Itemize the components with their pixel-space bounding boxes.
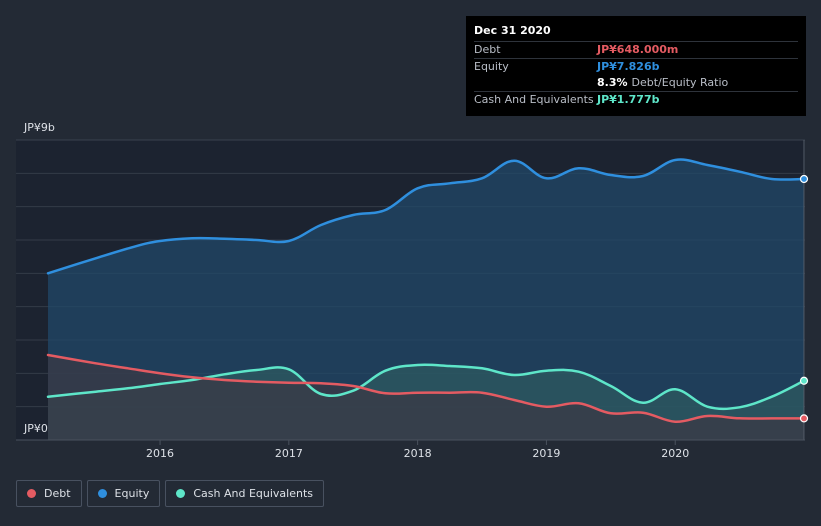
legend-equity-label: Equity [114, 487, 150, 500]
legend-cash-label: Cash And Equivalents [193, 487, 313, 500]
tooltip-row-debt: Debt JP¥648.000m [474, 41, 798, 58]
x-axis-ticks: 2016 2017 2018 2019 2020 [146, 440, 689, 460]
y-axis-top-label: JP¥9b [23, 121, 55, 134]
y-axis-bottom-label: JP¥0 [23, 422, 48, 435]
x-tick-label-2018: 2018 [404, 447, 432, 460]
equity-dot-icon [97, 489, 107, 498]
series-lines [46, 158, 806, 423]
cash-line [46, 363, 806, 411]
tooltip-ratio-value: 8.3% [597, 76, 628, 89]
tooltip-cash-label: Cash And Equivalents [474, 93, 594, 106]
equity-area [48, 159, 804, 440]
tooltip-equity-label: Equity [474, 60, 509, 73]
debt-end-marker [799, 414, 809, 423]
tooltip-cash-value: JP¥1.777b [597, 93, 660, 106]
end-markers [799, 174, 809, 423]
equity-end-marker [799, 174, 809, 184]
tooltip-row-ratio: 8.3% Debt/Equity Ratio [474, 75, 798, 91]
tooltip-ratio-spacer [474, 75, 597, 91]
cash-dot-icon [176, 489, 186, 498]
tooltip-debt-value: JP¥648.000m [597, 43, 679, 56]
debt-dot-icon [27, 489, 36, 498]
x-tick-label-2019: 2019 [532, 447, 560, 460]
tooltip-equity-value: JP¥7.826b [597, 60, 660, 73]
legend-item-debt[interactable]: Debt [16, 480, 82, 507]
legend-item-cash[interactable]: Cash And Equivalents [165, 480, 324, 507]
tooltip-row-cash: Cash And Equivalents JP¥1.777b [474, 91, 798, 108]
tooltip-row-equity: Equity JP¥7.826b [474, 58, 798, 75]
legend: Debt Equity Cash And Equivalents [16, 480, 324, 507]
legend-debt-label: Debt [44, 487, 71, 500]
tooltip-date: Dec 31 2020 [474, 24, 551, 37]
x-tick-label-2020: 2020 [661, 447, 689, 460]
x-tick-label-2017: 2017 [275, 447, 303, 460]
series-areas [48, 159, 804, 440]
debt-area [48, 355, 804, 440]
tooltip-ratio-label: Debt/Equity Ratio [631, 76, 729, 89]
legend-item-equity[interactable]: Equity [86, 480, 161, 507]
tooltip-debt-label: Debt [474, 43, 501, 56]
x-tick-label-2016: 2016 [146, 447, 174, 460]
debt-line [46, 353, 806, 423]
cash-end-marker [799, 376, 809, 385]
equity-line [46, 158, 806, 275]
tooltip: Dec 31 2020 Debt JP¥648.000m Equity JP¥7… [466, 16, 806, 116]
